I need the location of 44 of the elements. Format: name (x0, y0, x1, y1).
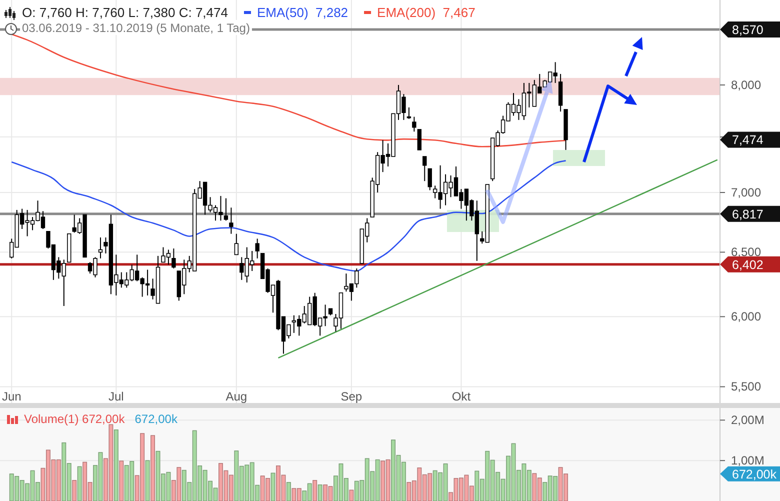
y-tick-label: 2,00M (731, 412, 764, 427)
bar (150, 435, 155, 501)
ref-line-label: 6,402 (732, 258, 764, 272)
x-tick-label: Jun (2, 390, 22, 404)
bar (114, 429, 118, 501)
bar (286, 482, 291, 501)
ref-line-label: 8,570 (732, 23, 764, 38)
candlestick (224, 198, 228, 222)
bar (145, 460, 150, 501)
bar (349, 490, 354, 501)
candlestick (172, 248, 176, 269)
candlestick (558, 73, 563, 112)
text: 03.06.2019 - 31.10.2019 (5 Monate, 1 Tag) (22, 21, 250, 35)
y-tick-label: 5,500 (731, 380, 762, 394)
bar (318, 484, 322, 501)
text: 672,00k (732, 467, 778, 482)
candlestick (417, 129, 422, 150)
y-tick-label: 6,000 (731, 309, 762, 324)
candlestick (412, 116, 416, 132)
candlestick (229, 207, 234, 234)
candlestick (234, 233, 239, 256)
bar (77, 466, 82, 501)
ref-line-label: 6,817 (732, 207, 764, 222)
x-tick-label: Sep (340, 390, 362, 404)
bar (119, 460, 124, 501)
text: 7,474 (732, 133, 764, 148)
chart-subtitle: 672,00k (134, 412, 178, 426)
x-tick-label: Aug (226, 390, 248, 404)
legend-label: EMA(200) 7,467 (377, 5, 476, 20)
x-tick-label: Okt (452, 390, 472, 404)
chart-title: Volume(1) 672,00k (24, 412, 126, 426)
y-tick-label: 8,000 (731, 78, 762, 92)
y-tick-label: 1,00M (731, 453, 764, 468)
y-tick-label: 6,500 (731, 245, 762, 260)
legend-label: EMA(50) 7,282 (256, 5, 348, 20)
candlestick (255, 238, 260, 259)
candlestick (422, 156, 427, 182)
bar (312, 480, 318, 501)
chart-title: O: 7,760 H: 7,760 L: 7,380 C: 7,474 (22, 5, 228, 20)
candlestick (428, 168, 432, 191)
bar (72, 480, 77, 501)
x-tick-label: Jul (108, 390, 124, 404)
y-tick-label: 7,000 (731, 185, 762, 200)
candlestick (98, 236, 103, 259)
